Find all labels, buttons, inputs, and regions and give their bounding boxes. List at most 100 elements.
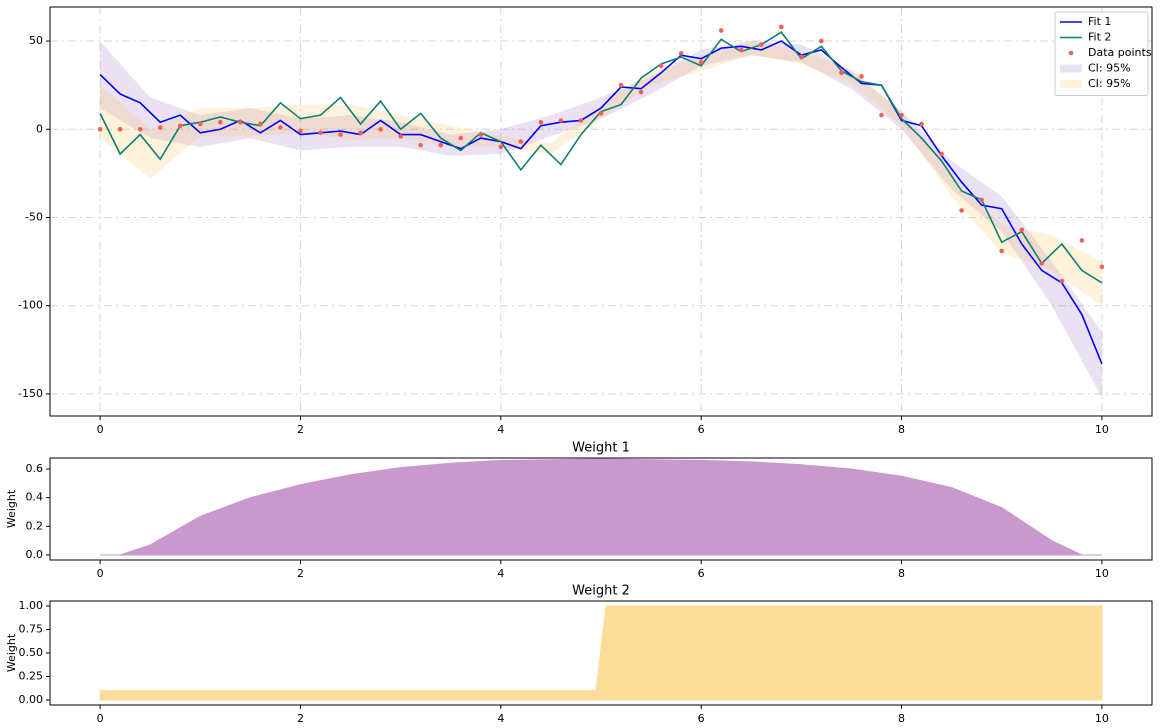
x-tick-label: 6 bbox=[698, 567, 705, 580]
legend-label: CI: 95% bbox=[1088, 62, 1131, 75]
legend-label: Fit 1 bbox=[1088, 15, 1111, 28]
x-tick-label: 4 bbox=[497, 567, 504, 580]
weight-area bbox=[100, 458, 1102, 556]
x-tick-label: 8 bbox=[898, 567, 905, 580]
data-point bbox=[418, 142, 423, 148]
x-tick-label: 0 bbox=[97, 423, 104, 436]
data-point bbox=[318, 130, 323, 136]
panel-title: Weight 2 bbox=[572, 584, 630, 599]
data-point bbox=[558, 118, 564, 123]
data-point bbox=[518, 139, 524, 144]
panel: 0 2 4 6 8 10 -150 -100 -50 0 50 Fit 1 Fit 2 Data poin… bbox=[18, 6, 1153, 436]
y-axis-label: Weight bbox=[5, 489, 18, 528]
data-point bbox=[959, 208, 964, 213]
data-point bbox=[578, 118, 584, 123]
legend-patch bbox=[1060, 80, 1082, 88]
data-point bbox=[438, 142, 444, 148]
data-point bbox=[478, 132, 484, 137]
x-tick-label: 10 bbox=[1095, 712, 1109, 725]
y-tick-label: 1.00 bbox=[19, 599, 44, 612]
fit-line bbox=[99, 31, 1103, 284]
data-point bbox=[238, 119, 243, 125]
data-point bbox=[97, 126, 103, 132]
x-tick-label: 2 bbox=[297, 423, 304, 436]
data-point bbox=[899, 112, 904, 118]
data-point bbox=[638, 89, 644, 95]
legend-label: Data points bbox=[1088, 46, 1152, 59]
data-point bbox=[939, 151, 944, 157]
data-point bbox=[799, 54, 804, 60]
data-point bbox=[1099, 264, 1105, 270]
data-point bbox=[197, 121, 203, 127]
panel-title: Weight 1 bbox=[572, 441, 630, 456]
axes-frame bbox=[49, 600, 1153, 706]
legend-box bbox=[1054, 11, 1149, 96]
data-point bbox=[999, 248, 1005, 254]
x-tick-label: 8 bbox=[898, 423, 905, 436]
data-point bbox=[1059, 278, 1065, 284]
data-point bbox=[498, 144, 504, 150]
x-tick-label: 6 bbox=[698, 712, 705, 725]
data-point bbox=[839, 70, 844, 76]
y-tick-label: -150 bbox=[18, 387, 43, 400]
data-point bbox=[538, 119, 544, 125]
data-point bbox=[779, 24, 784, 30]
y-tick-label: -100 bbox=[18, 299, 43, 312]
data-point bbox=[819, 38, 824, 44]
legend-label: CI: 95% bbox=[1088, 77, 1131, 90]
data-point bbox=[137, 126, 143, 132]
panel: 0 2 4 6 8 10 0.0 0.2 0.4 0.6 Weight 1 Weight bbox=[5, 441, 1153, 580]
data-point bbox=[738, 47, 744, 53]
data-point bbox=[879, 112, 884, 118]
x-tick-label: 8 bbox=[898, 712, 905, 725]
x-tick-label: 6 bbox=[698, 423, 705, 436]
data-point bbox=[678, 51, 684, 56]
data-point bbox=[979, 197, 984, 203]
axes-frame bbox=[49, 457, 1153, 561]
data-point bbox=[278, 125, 283, 130]
y-tick-label: 0.6 bbox=[26, 462, 44, 475]
x-tick-label: 10 bbox=[1095, 567, 1109, 580]
x-tick-label: 10 bbox=[1095, 423, 1109, 436]
x-tick-label: 2 bbox=[297, 712, 304, 725]
confidence-band bbox=[100, 41, 1102, 306]
data-point bbox=[338, 132, 343, 137]
y-axis-label: Weight bbox=[5, 633, 18, 672]
data-point bbox=[859, 74, 864, 79]
legend-patch bbox=[1060, 64, 1082, 73]
data-point bbox=[258, 121, 263, 127]
data-point bbox=[598, 111, 604, 116]
x-tick-label: 4 bbox=[497, 423, 504, 436]
y-tick-label: 0.4 bbox=[26, 491, 44, 504]
confidence-band bbox=[100, 41, 1102, 398]
data-point bbox=[658, 63, 664, 69]
data-point bbox=[1079, 238, 1085, 243]
y-tick-label: -50 bbox=[25, 210, 43, 223]
data-point bbox=[358, 130, 363, 136]
legend-label: Fit 2 bbox=[1088, 31, 1111, 44]
legend: Fit 1 Fit 2 Data points CI: 95% CI: 95% bbox=[1054, 11, 1152, 96]
y-tick-label: 0.50 bbox=[19, 646, 44, 659]
data-point bbox=[218, 119, 223, 125]
data-point bbox=[698, 59, 704, 65]
y-tick-label: 0.75 bbox=[19, 622, 44, 635]
data-point bbox=[117, 126, 123, 132]
data-point bbox=[378, 126, 383, 132]
data-point bbox=[919, 121, 924, 127]
data-point bbox=[458, 135, 464, 141]
data-point bbox=[298, 128, 303, 134]
x-tick-label: 4 bbox=[497, 712, 504, 725]
y-tick-label: 0.0 bbox=[26, 548, 44, 561]
panel: 0 2 4 6 8 10 0.00 0.25 0.50 0.75 1.00 Weight 2 Weigh… bbox=[5, 584, 1153, 725]
data-point bbox=[758, 42, 764, 47]
data-point bbox=[157, 125, 163, 130]
y-tick-label: 0.2 bbox=[26, 519, 44, 532]
data-point bbox=[177, 123, 183, 129]
x-tick-label: 0 bbox=[97, 712, 104, 725]
data-point bbox=[398, 134, 403, 139]
weight-area bbox=[99, 605, 1103, 701]
data-point bbox=[618, 82, 624, 88]
axes-frame bbox=[49, 6, 1153, 417]
x-tick-label: 2 bbox=[297, 567, 304, 580]
